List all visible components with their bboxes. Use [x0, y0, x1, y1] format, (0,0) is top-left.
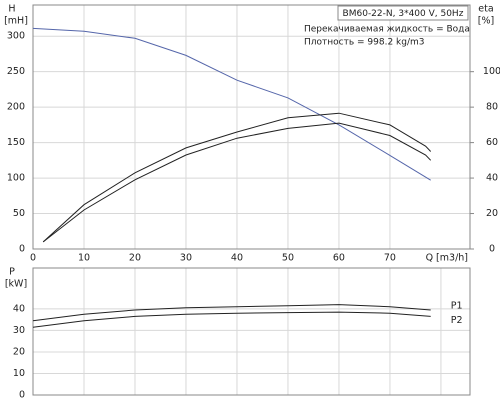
y-tick-label: 0	[19, 244, 25, 255]
y2-tick-label: 80	[486, 102, 498, 113]
y-tick-label: 30	[13, 325, 25, 336]
y-tick-label: 200	[7, 102, 25, 113]
x-tick-label: 70	[384, 253, 396, 264]
y2-axis-unit: [%]	[478, 16, 494, 27]
y-tick-label: 250	[7, 66, 25, 77]
x-tick-label: 0	[30, 253, 36, 264]
y-axis-label: H	[8, 4, 15, 15]
plot-frame	[32, 267, 471, 396]
y-tick-label: 20	[13, 346, 25, 357]
x-tick-label: 50	[282, 253, 294, 264]
y-tick-label: 150	[7, 137, 25, 148]
series-line	[42, 112, 432, 243]
series-label: P2	[451, 315, 463, 326]
series-label: P1	[451, 300, 463, 311]
chart-title: BM60-22-N, 3*400 V, 50Hz	[343, 9, 464, 19]
title-box	[337, 5, 469, 21]
series-line	[32, 27, 431, 181]
y2-tick-label: 20	[486, 208, 498, 219]
x-tick-label: 60	[333, 253, 345, 264]
x-tick-label: 40	[231, 253, 243, 264]
y2-tick-label: 60	[486, 137, 498, 148]
series-line	[32, 311, 431, 328]
annotation: Перекачиваемая жидкость = Вода	[304, 25, 470, 35]
y-tick-label: 0	[19, 390, 25, 400]
y-axis-label: P	[9, 267, 15, 278]
annotation: Плотность = 998.2 kg/m3	[304, 38, 425, 48]
y-tick-label: 300	[7, 31, 25, 42]
plot-frame	[32, 4, 471, 250]
y-axis-unit: [kW]	[5, 279, 27, 290]
y-tick-label: 50	[13, 208, 25, 219]
y2-tick-label: 0	[489, 244, 495, 255]
x-tick-label: 20	[129, 253, 141, 264]
series-line	[32, 304, 431, 322]
x-axis-label: Q [m3/h]	[426, 253, 468, 264]
y-axis-unit: [mH]	[4, 16, 28, 27]
y2-axis-label: eta	[478, 4, 493, 15]
x-tick-label: 30	[180, 253, 192, 264]
y2-tick-label: 40	[486, 173, 498, 184]
y-tick-label: 40	[13, 303, 25, 314]
y-tick-label: 100	[7, 173, 25, 184]
y2-tick-label: 100	[483, 66, 500, 77]
x-tick-label: 10	[78, 253, 90, 264]
series-line	[42, 122, 432, 243]
y-tick-label: 10	[13, 368, 25, 379]
